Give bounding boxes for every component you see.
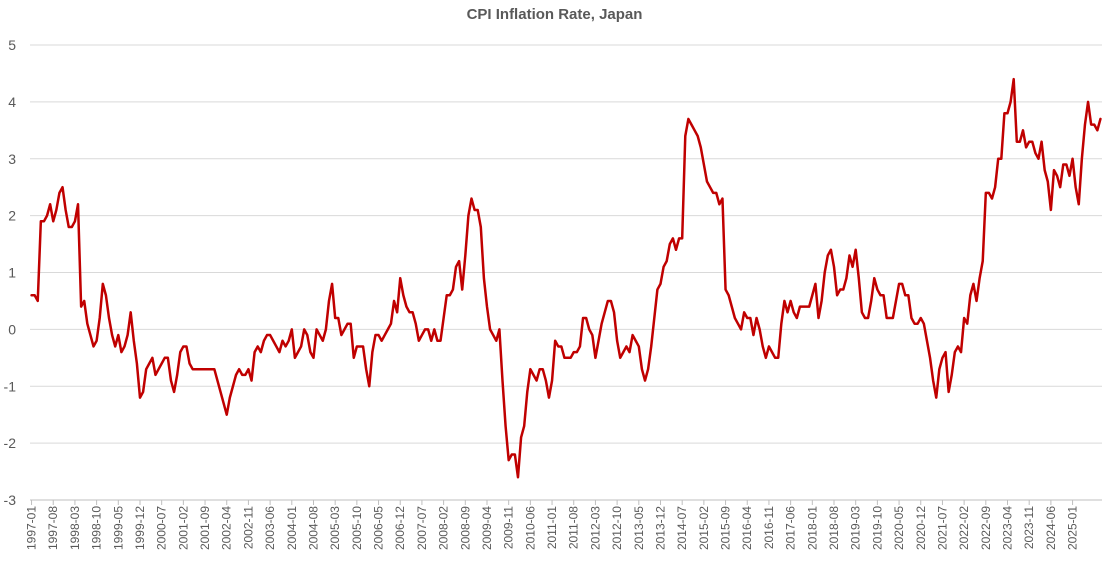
x-tick-label: 2006-12 bbox=[393, 506, 407, 550]
x-tick-label: 2022-09 bbox=[979, 506, 993, 550]
x-tick-label: 2001-02 bbox=[176, 506, 190, 550]
x-tick-label: 2013-05 bbox=[632, 506, 646, 550]
x-tick-label: 2009-04 bbox=[480, 506, 494, 550]
x-tick-label: 2019-10 bbox=[870, 506, 884, 550]
x-tick-label: 2007-07 bbox=[415, 506, 429, 550]
x-tick-label: 1998-10 bbox=[90, 506, 104, 550]
x-tick-label: 2013-12 bbox=[653, 506, 667, 550]
y-tick-label: 5 bbox=[8, 37, 16, 53]
y-axis-tick-labels: 5 4 3 2 1 0 -1 -2 -3 bbox=[4, 37, 17, 508]
x-tick-label: 2001-09 bbox=[198, 506, 212, 550]
x-tick-label: 2012-10 bbox=[610, 506, 624, 550]
x-tick-label: 2005-10 bbox=[350, 506, 364, 550]
x-tick-label: 2005-03 bbox=[328, 506, 342, 550]
chart-title: CPI Inflation Rate, Japan bbox=[466, 6, 643, 23]
x-tick-label: 2011-01 bbox=[545, 506, 559, 549]
gridlines bbox=[30, 44, 1102, 501]
x-tick-label: 2000-07 bbox=[155, 506, 169, 550]
x-tick-label: 2020-12 bbox=[914, 506, 928, 550]
x-tick-label: 2002-11 bbox=[241, 506, 255, 549]
x-tick-label: 2022-02 bbox=[957, 506, 971, 550]
y-tick-label: 3 bbox=[8, 151, 16, 167]
x-tick-label: 2003-06 bbox=[263, 506, 277, 550]
cpi-series-line bbox=[30, 77, 1102, 479]
series-layer bbox=[30, 77, 1102, 479]
x-tick-label: 2019-03 bbox=[849, 506, 863, 550]
x-axis-tick-labels: 1997-01 1997-08 1998-03 1998-10 1999-05 1999-… bbox=[25, 500, 1080, 550]
x-tick-label: 2004-01 bbox=[285, 506, 299, 550]
x-tick-label: 2002-04 bbox=[220, 506, 234, 550]
x-tick-label: 2017-06 bbox=[784, 506, 798, 550]
x-tick-label: 2012-03 bbox=[588, 506, 602, 550]
y-tick-label: -3 bbox=[4, 492, 17, 508]
y-tick-label: 0 bbox=[8, 321, 16, 337]
x-tick-label: 2023-11 bbox=[1022, 506, 1036, 549]
x-tick-label: 2015-02 bbox=[697, 506, 711, 550]
x-tick-label: 2020-05 bbox=[892, 506, 906, 550]
x-tick-label: 2014-07 bbox=[675, 506, 689, 550]
x-tick-label: 1998-03 bbox=[68, 506, 82, 550]
x-tick-label: 2010-06 bbox=[523, 506, 537, 550]
x-tick-label: 2009-11 bbox=[502, 506, 516, 549]
x-tick-label: 2006-05 bbox=[372, 506, 386, 550]
y-tick-label: -2 bbox=[4, 435, 17, 451]
x-tick-label: 2018-01 bbox=[805, 506, 819, 550]
x-tick-label: 2025-01 bbox=[1066, 506, 1080, 550]
x-tick-label: 2021-07 bbox=[935, 506, 949, 550]
x-tick-label: 1997-08 bbox=[46, 506, 60, 550]
x-tick-label: 1999-05 bbox=[111, 506, 125, 550]
x-tick-label: 2004-08 bbox=[306, 506, 320, 550]
y-tick-label: 4 bbox=[8, 94, 16, 110]
x-tick-label: 1999-12 bbox=[133, 506, 147, 550]
x-tick-label: 2018-08 bbox=[827, 506, 841, 550]
y-tick-label: -1 bbox=[4, 378, 17, 394]
x-tick-label: 1997-01 bbox=[25, 506, 39, 550]
x-tick-label: 2016-04 bbox=[740, 506, 754, 550]
x-tick-label: 2011-08 bbox=[567, 506, 581, 549]
x-tick-label: 2015-09 bbox=[719, 506, 733, 550]
x-tick-label: 2016-11 bbox=[762, 506, 776, 549]
x-tick-label: 2008-02 bbox=[437, 506, 451, 550]
x-tick-label: 2008-09 bbox=[458, 506, 472, 550]
x-tick-label: 2024-06 bbox=[1044, 506, 1058, 550]
x-tick-label: 2023-04 bbox=[1001, 506, 1015, 550]
y-tick-label: 1 bbox=[8, 265, 16, 281]
y-tick-label: 2 bbox=[8, 208, 16, 224]
